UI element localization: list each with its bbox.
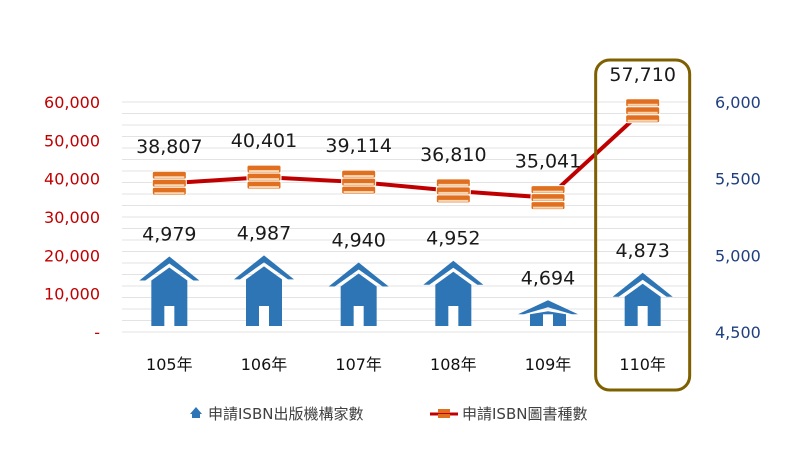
book-pages bbox=[343, 191, 374, 194]
book-pages bbox=[627, 119, 658, 122]
title-value-label: 57,710 bbox=[609, 64, 675, 86]
category-label: 110年 bbox=[619, 355, 666, 374]
category-label: 108年 bbox=[430, 355, 477, 374]
left-axis-tick-label: 20,000 bbox=[44, 246, 100, 265]
house-icon bbox=[139, 256, 200, 326]
house-value-label: 4,979 bbox=[142, 224, 196, 246]
book-pages bbox=[627, 103, 658, 106]
publisher-count-series: 4,979 4,987 4,940 4,952 4,694 4,873 bbox=[139, 222, 673, 326]
book-stack-icon bbox=[435, 178, 471, 204]
title-value-label: 35,041 bbox=[515, 151, 581, 173]
gridlines bbox=[122, 101, 690, 333]
x-axis: 105年 106年 107年 108年 109年 110年 bbox=[146, 355, 666, 374]
category-label: 107年 bbox=[335, 355, 382, 374]
house-value-label: 4,694 bbox=[521, 267, 575, 289]
left-axis-tick-label: 40,000 bbox=[44, 170, 100, 189]
category-label: 106年 bbox=[241, 355, 288, 374]
right-axis-tick-label: 5,500 bbox=[715, 170, 761, 189]
house-body bbox=[435, 271, 472, 326]
legend-house-icon bbox=[190, 407, 202, 418]
book-pages bbox=[438, 183, 469, 186]
house-roof bbox=[612, 272, 673, 297]
house-door bbox=[448, 306, 459, 326]
left-axis-tick-label: 10,000 bbox=[44, 285, 100, 304]
house-icon bbox=[328, 262, 389, 326]
house-door bbox=[353, 306, 364, 326]
legend-label-titles: 申請ISBN圖書種數 bbox=[462, 405, 587, 423]
house-value-label: 4,873 bbox=[615, 240, 669, 262]
category-label: 109年 bbox=[525, 355, 572, 374]
house-door bbox=[637, 306, 648, 326]
book-stack-icon bbox=[341, 169, 377, 195]
left-axis-tick-label: - bbox=[94, 323, 100, 342]
left-axis: - 10,000 20,000 30,000 40,000 50,000 60,000 bbox=[44, 93, 100, 342]
title-value-label: 40,401 bbox=[231, 130, 297, 152]
title-value-label: 36,810 bbox=[420, 144, 486, 166]
book-pages bbox=[533, 206, 563, 209]
house-door bbox=[259, 306, 269, 326]
highlight-box bbox=[594, 58, 692, 392]
left-axis-tick-label: 30,000 bbox=[44, 208, 100, 227]
house-body bbox=[340, 273, 377, 326]
legend-label-publishers: 申請ISBN出版機構家數 bbox=[208, 405, 363, 423]
house-body bbox=[151, 267, 188, 326]
house-icon bbox=[423, 260, 484, 326]
book-stack-icon bbox=[246, 164, 282, 190]
highlight-box-group bbox=[594, 58, 692, 392]
legend-book bbox=[438, 409, 450, 413]
book-pages bbox=[438, 191, 469, 194]
house-value-label: 4,940 bbox=[331, 230, 385, 252]
house-roof bbox=[518, 300, 578, 315]
book-pages bbox=[154, 192, 185, 195]
book-pages bbox=[438, 199, 469, 202]
legend-book-icon bbox=[438, 409, 450, 418]
house-icon bbox=[234, 255, 294, 326]
title-value-label: 39,114 bbox=[325, 135, 391, 157]
left-axis-tick-label: 60,000 bbox=[44, 93, 100, 112]
house-roof bbox=[139, 256, 200, 281]
right-axis-tick-label: 5,000 bbox=[715, 246, 761, 265]
book-pages bbox=[249, 170, 279, 173]
legend-book bbox=[438, 414, 450, 418]
right-axis-tick-label: 4,500 bbox=[715, 323, 761, 342]
house-roof bbox=[328, 262, 389, 287]
house-body bbox=[246, 266, 282, 326]
left-axis-tick-label: 50,000 bbox=[44, 131, 100, 150]
legend: 申請ISBN出版機構家數 申請ISBN圖書種數 bbox=[190, 405, 587, 423]
book-pages bbox=[343, 175, 374, 178]
house-roof bbox=[234, 255, 294, 280]
house-icon bbox=[518, 300, 578, 326]
category-label: 105年 bbox=[146, 355, 193, 374]
book-pages bbox=[343, 183, 374, 186]
right-axis: 4,500 5,000 5,500 6,000 bbox=[715, 93, 761, 342]
legend-house-roof bbox=[190, 407, 202, 414]
house-roof bbox=[423, 260, 484, 285]
house-value-label: 4,987 bbox=[237, 222, 291, 244]
book-pages bbox=[154, 184, 185, 187]
book-pages bbox=[249, 178, 279, 181]
book-stack-icon bbox=[625, 98, 661, 124]
house-icon bbox=[612, 272, 673, 326]
book-pages bbox=[627, 111, 658, 114]
book-stack-icon bbox=[151, 170, 187, 196]
book-pages bbox=[533, 198, 563, 201]
house-door bbox=[543, 314, 553, 326]
title-value-label: 38,807 bbox=[136, 136, 202, 158]
book-pages bbox=[533, 190, 563, 193]
house-body bbox=[624, 283, 661, 326]
right-axis-tick-label: 6,000 bbox=[715, 93, 761, 112]
book-pages bbox=[249, 186, 279, 189]
house-door bbox=[164, 306, 175, 326]
title-count-series: 38,807 40,401 39,114 36,810 35,041 57,710 bbox=[136, 64, 676, 211]
house-value-label: 4,952 bbox=[426, 228, 480, 250]
book-pages bbox=[154, 176, 185, 179]
legend-house-body bbox=[192, 413, 200, 418]
book-stack-icon bbox=[530, 185, 566, 211]
